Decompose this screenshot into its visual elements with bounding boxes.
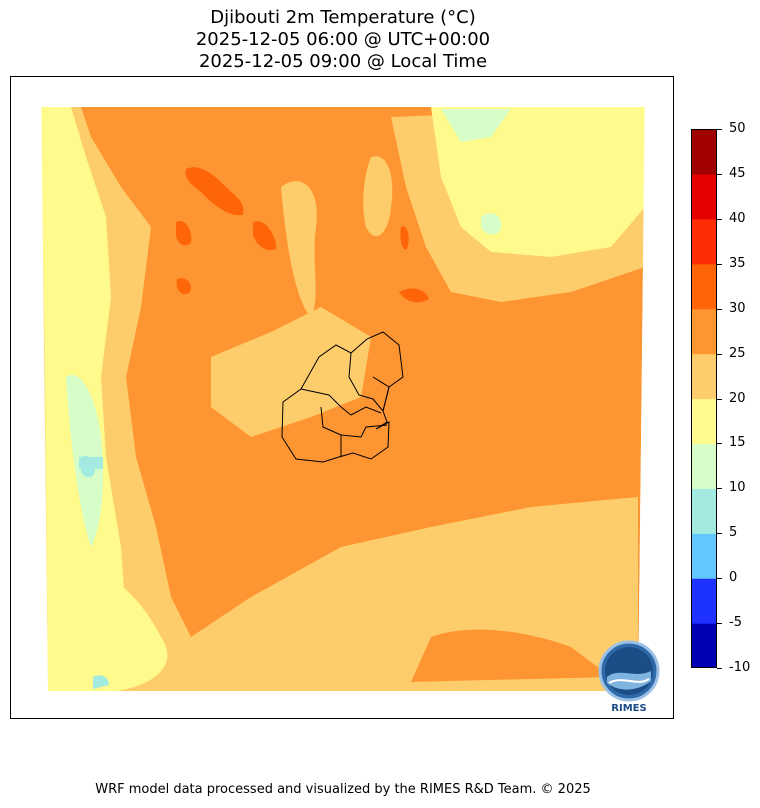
temp-region-20-25-central [211,307,371,437]
colorbar-tick-label: 25 [729,345,746,361]
map-data-edge-top [11,77,673,107]
temp-region-30-35-patch-6 [400,226,409,250]
colorbar-segment [691,578,717,624]
colorbar-tick-label: 35 [729,255,746,271]
temp-region-20-25-plume [281,181,317,317]
colorbar-segment [691,398,717,445]
temp-region-10-15-ne-patch [481,213,502,235]
colorbar-tick-mark [717,308,722,310]
colorbar-tick-label: -5 [729,615,742,631]
colorbar-tick-label: 45 [729,165,746,181]
colorbar-tick-mark [717,263,722,265]
colorbar-tick-label: 40 [729,210,746,226]
colorbar-tick-mark [717,173,722,175]
colorbar-segment [691,173,717,220]
colorbar-segments [691,129,717,668]
temp-region-25-30-southeast [411,629,611,682]
temp-region-15-20-southwest [51,571,168,692]
colorbar-tick-mark [717,218,722,220]
temp-region-25-30-south [161,469,333,579]
colorbar-tick-mark [717,443,722,445]
colorbar-tick-label: 15 [729,435,746,451]
temp-region-5-10-spot [79,457,103,469]
colorbar-segment [691,623,717,668]
utc-time-subtitle: 2025-12-05 06:00 @ UTC+00:00 [195,29,491,50]
colorbar-tick-mark [717,578,722,580]
colorbar-segment [691,353,717,400]
colorbar-segment [691,533,717,579]
temp-region-5-10-south [93,675,109,689]
map-frame: RIMES [10,76,674,719]
map-data-edge-bottom [11,691,673,718]
rimes-logo: RIMES [598,640,660,714]
colorbar-tick-mark [717,353,722,355]
region-border-north [348,352,384,412]
region-border-tadjourah [300,388,382,416]
temp-region-30-35-patch-4 [176,278,191,295]
colorbar-tick-mark [717,129,722,130]
colorbar-tick-label: 0 [729,570,738,586]
colorbar-segment [691,263,717,310]
region-border-east [372,376,390,412]
temp-region-30-35-patch-2 [176,221,192,246]
colorbar-tick-mark [717,488,722,490]
map-data-edge-right [638,77,673,718]
colorbar-tick-label: 10 [729,480,746,496]
map-data-edge-left [11,77,48,692]
colorbar-segment [691,129,717,175]
colorbar-segment [691,218,717,265]
colorbar-segment [691,308,717,355]
region-border-south [340,424,388,438]
temp-region-20-25-blob [363,156,393,237]
colorbar-tick-mark [717,398,722,400]
colorbar-tick-label: 5 [729,525,738,541]
colorbar-tick-label: 30 [729,300,746,316]
map-title: Djibouti 2m Temperature (°C) [210,7,476,28]
region-border-west [320,406,342,457]
colorbar-segment [691,443,717,489]
temp-region-30-35-patch-5 [399,288,429,303]
colorbar-tick-mark [717,668,722,669]
temp-region-30-35-patch-1 [185,167,244,216]
colorbar-segment [691,488,717,534]
colorbar-tick-label: 50 [729,121,746,136]
local-time-subtitle: 2025-12-05 09:00 @ Local Time [198,51,488,72]
djibouti-borders [281,331,404,463]
colorbar-tick-mark [717,533,722,535]
temp-region-10-15-northeast [441,109,511,142]
temp-region-20-25-west [41,107,638,692]
footer-credit: WRF model data processed and visualized … [95,782,591,797]
temp-region-30-35-patch-3 [253,221,277,251]
colorbar [691,129,717,668]
temperature-map: RIMES [11,77,673,718]
colorbar-tick-label: 20 [729,390,746,406]
colorbar-tick-label: -10 [729,660,751,675]
logo-text: RIMES [611,703,646,714]
colorbar-tick-mark [717,623,722,625]
colorbar-border [691,129,717,668]
